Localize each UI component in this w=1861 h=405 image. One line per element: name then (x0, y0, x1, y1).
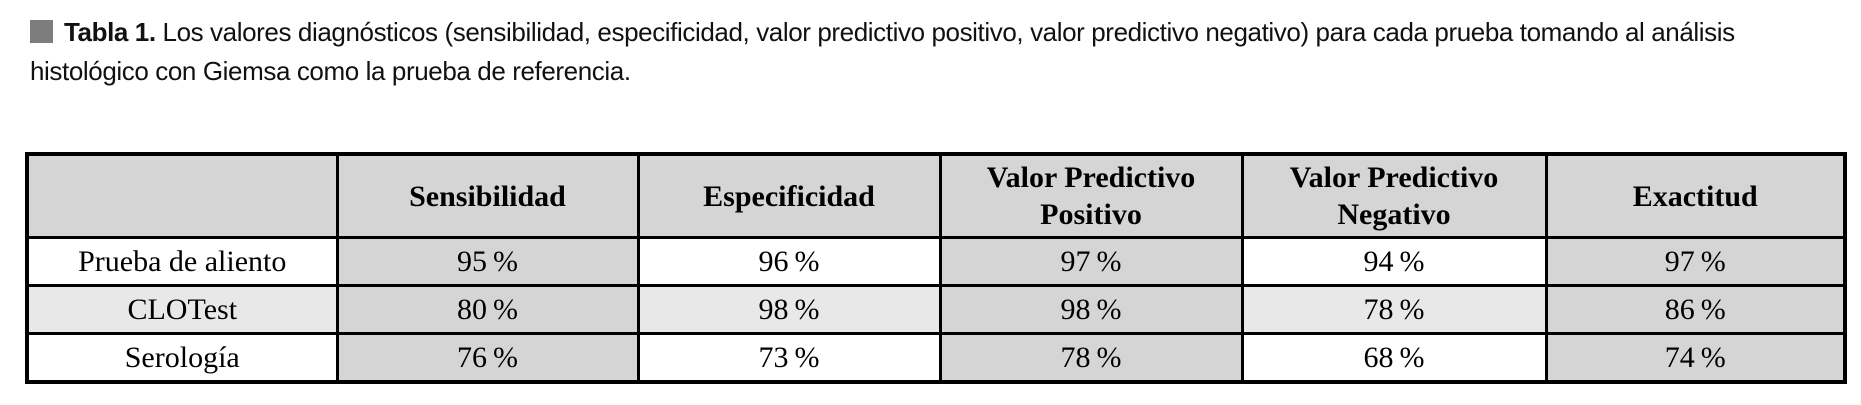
header-cell-especificidad: Especificidad (636, 152, 942, 239)
table-caption: Tabla 1. Los valores diagnósticos (sensi… (30, 13, 1835, 91)
value-cell-exactitud: 74 % (1544, 332, 1847, 384)
table-row-serologia: Serología 76 % 73 % 78 % 68 % 74 % (25, 332, 1847, 384)
value-cell-valor-predictivo-negativo: 68 % (1240, 332, 1548, 384)
value-cell-valor-predictivo-negativo: 78 % (1240, 284, 1548, 335)
header-cell-valor-predictivo-positivo: Valor Predictivo Positivo (938, 152, 1244, 239)
row-label-cell: Serología (25, 332, 339, 384)
value-cell-especificidad: 96 % (636, 236, 942, 287)
value-cell-valor-predictivo-positivo: 97 % (938, 236, 1244, 287)
row-label-cell: Prueba de aliento (25, 236, 339, 287)
value-cell-valor-predictivo-positivo: 98 % (938, 284, 1244, 335)
value-cell-especificidad: 98 % (636, 284, 942, 335)
header-cell-empty (25, 152, 339, 239)
value-cell-sensibilidad: 95 % (335, 236, 640, 287)
table-row-prueba-de-aliento: Prueba de aliento 95 % 96 % 97 % 94 % 97… (25, 236, 1847, 287)
value-cell-sensibilidad: 80 % (335, 284, 640, 335)
value-cell-exactitud: 86 % (1544, 284, 1847, 335)
table-row-clotest: CLOTest 80 % 98 % 98 % 78 % 86 % (25, 284, 1847, 335)
value-cell-valor-predictivo-positivo: 78 % (938, 332, 1244, 384)
header-row: Sensibilidad Especificidad Valor Predict… (25, 152, 1847, 239)
value-cell-sensibilidad: 76 % (335, 332, 640, 384)
value-cell-especificidad: 73 % (636, 332, 942, 384)
square-bullet-icon (30, 20, 53, 43)
diagnostic-values-table: Sensibilidad Especificidad Valor Predict… (25, 152, 1847, 384)
value-cell-exactitud: 97 % (1544, 236, 1847, 287)
header-cell-sensibilidad: Sensibilidad (335, 152, 640, 239)
header-cell-valor-predictivo-negativo: Valor Predictivo Negativo (1240, 152, 1548, 239)
header-cell-exactitud: Exactitud (1544, 152, 1847, 239)
caption-label: Tabla 1. (64, 17, 156, 47)
caption-text: Los valores diagnósticos (sensibilidad, … (30, 17, 1735, 86)
value-cell-valor-predictivo-negativo: 94 % (1240, 236, 1548, 287)
row-label-cell: CLOTest (25, 284, 339, 335)
